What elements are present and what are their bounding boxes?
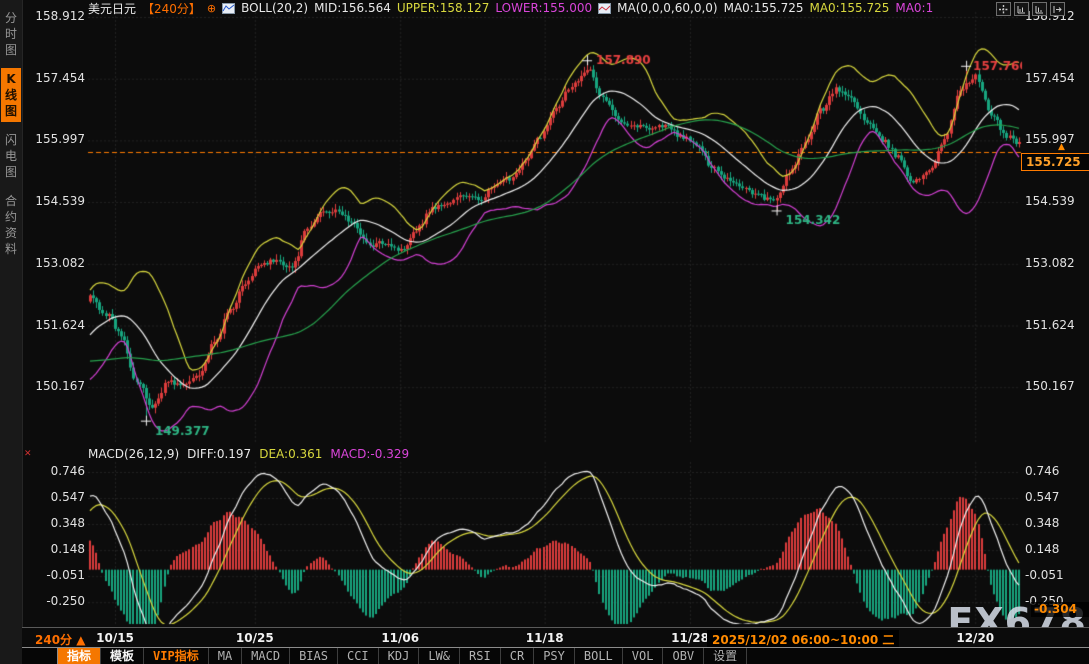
- toolbar-item-8[interactable]: LW&: [419, 648, 461, 664]
- price-axis-label-left-0: 158.912: [35, 9, 85, 23]
- boll-lower-value: LOWER:155.000: [495, 1, 593, 15]
- price-axis-label-left-1: 157.454: [35, 70, 85, 85]
- chart-legend-bar: 美元日元 【240分】 ⊕ BOLL(20,2) MID:156.564 UPP…: [88, 0, 933, 16]
- symbol-title: 美元日元: [88, 1, 137, 16]
- date-axis-label-5: 12/20: [956, 631, 995, 645]
- panel-up-icon[interactable]: [1014, 2, 1029, 16]
- ma-indicator-icon[interactable]: [598, 2, 612, 14]
- ma-label[interactable]: MA(0,0,0,60,0,0): [617, 1, 718, 15]
- toolbar-item-12[interactable]: BOLL: [575, 648, 623, 664]
- toolbar-item-15[interactable]: 设置: [704, 648, 748, 664]
- macd-legend-bar: MACD(26,12,9) DIFF:0.197 DEA:0.361 MACD:…: [88, 447, 409, 461]
- toolbar-item-5[interactable]: BIAS: [290, 648, 338, 664]
- price-axis-label-left-5: 151.624: [35, 317, 85, 332]
- boll-label[interactable]: BOLL(20,2): [241, 1, 309, 15]
- toolbar-item-3[interactable]: MA: [209, 648, 243, 664]
- toolbar-item-11[interactable]: PSY: [534, 648, 575, 664]
- sidebar-tab-2[interactable]: 闪电图: [4, 133, 17, 179]
- price-marker-arrow-icon: ▲: [1058, 142, 1065, 152]
- price-axis-label-left-3: 154.539: [35, 194, 85, 209]
- current-price-marker: 155.725: [1021, 153, 1089, 171]
- macd-axis-label-right-3: 0.148: [1025, 542, 1060, 557]
- date-axis-label-2: 11/06: [381, 631, 420, 645]
- toolbar-item-7[interactable]: KDJ: [379, 648, 420, 664]
- topright-toolbar: [996, 2, 1065, 16]
- pan-icon[interactable]: [996, 2, 1011, 16]
- price-axis-label-left-6: 150.167: [35, 379, 85, 394]
- macd-diff-value: DIFF:0.197: [187, 447, 252, 461]
- toolbar-item-0[interactable]: 指标: [57, 648, 102, 664]
- macd-panel-icon[interactable]: ✕: [24, 449, 32, 459]
- macd-axis-label-right-2: 0.348: [1025, 516, 1060, 531]
- macd-axis-label-right-0: 0.746: [1025, 464, 1060, 478]
- toolbar-item-6[interactable]: CCI: [338, 648, 379, 664]
- sidebar-tab-0[interactable]: 分时图: [4, 11, 17, 57]
- macd-axis-label-left-0: 0.746: [50, 464, 85, 478]
- current-bar-timestamp: 2025/12/02 06:00~10:00 二: [707, 630, 900, 649]
- price-axis-label-right-1: 157.454: [1025, 70, 1075, 85]
- macd-value: MACD:-0.329: [330, 447, 410, 461]
- toolbar-item-1[interactable]: 模板: [101, 648, 145, 664]
- macd-axis-label-left-3: 0.148: [50, 542, 85, 557]
- ma0-value-3: MA0:1: [895, 1, 934, 15]
- toolbar-item-4[interactable]: MACD: [242, 648, 291, 664]
- toolbar-item-10[interactable]: CR: [501, 648, 535, 664]
- ma0-value-2: MA0:155.725: [809, 1, 890, 15]
- macd-axis-label-left-4: -0.051: [46, 568, 85, 583]
- macd-axis-label-right-1: 0.547: [1025, 490, 1060, 505]
- price-axis-label-right-5: 151.624: [1025, 317, 1075, 332]
- date-axis-label-4: 11/28: [671, 631, 709, 645]
- price-axis-label-left-4: 153.082: [35, 255, 85, 270]
- ma0-value-1: MA0:155.725: [723, 1, 804, 15]
- plus-circle-icon[interactable]: ⊕: [206, 1, 217, 15]
- date-axis-row: 240分 ▲ 2025/12/02 06:00~10:00 二 10/15 10/…: [22, 627, 1089, 649]
- panel-down-icon[interactable]: [1032, 2, 1047, 16]
- date-axis-label-1: 10/25: [235, 631, 274, 645]
- macd-axis-label-left-5: -0.250: [46, 594, 85, 609]
- price-axis-label-right-2: 155.997: [1025, 132, 1075, 147]
- toolbar-item-13[interactable]: VOL: [623, 648, 664, 664]
- boll-mid-value: MID:156.564: [314, 1, 391, 15]
- date-axis-label-3: 11/18: [525, 631, 564, 645]
- macd-axis-label-left-2: 0.348: [50, 516, 85, 531]
- timeframe-selector[interactable]: 240分 ▲: [35, 633, 86, 647]
- period-label[interactable]: 【240分】: [142, 1, 201, 16]
- macd-dea-value: DEA:0.361: [259, 447, 323, 461]
- date-axis-label-0: 10/15: [96, 631, 134, 645]
- macd-axis-label-left-1: 0.547: [50, 490, 85, 505]
- price-axis-label-left-2: 155.997: [35, 132, 85, 147]
- toolbar-item-2[interactable]: VIP指标: [144, 648, 209, 664]
- indicator-toolbar: 指标 模板 VIP指标 MA MACD BIAS CCI KDJ LW& RSI CR PSY BOLL…: [22, 647, 1089, 664]
- price-axis-label-right-6: 150.167: [1025, 379, 1075, 394]
- boll-upper-value: UPPER:158.127: [396, 1, 490, 15]
- macd-label[interactable]: MACD(26,12,9): [88, 447, 180, 461]
- macd-axis-label-right-4: -0.051: [1025, 568, 1064, 583]
- price-axis-label-right-3: 154.539: [1025, 194, 1075, 209]
- boll-indicator-icon[interactable]: [222, 2, 236, 14]
- sidebar-tab-3[interactable]: 合约资料: [4, 194, 17, 256]
- toolbar-item-14[interactable]: OBV: [663, 648, 705, 664]
- export-icon[interactable]: [1050, 2, 1065, 16]
- price-axis-label-right-4: 153.082: [1025, 255, 1075, 270]
- current-macd-marker: -0.304: [1031, 602, 1089, 617]
- toolbar-item-9[interactable]: RSI: [460, 648, 501, 664]
